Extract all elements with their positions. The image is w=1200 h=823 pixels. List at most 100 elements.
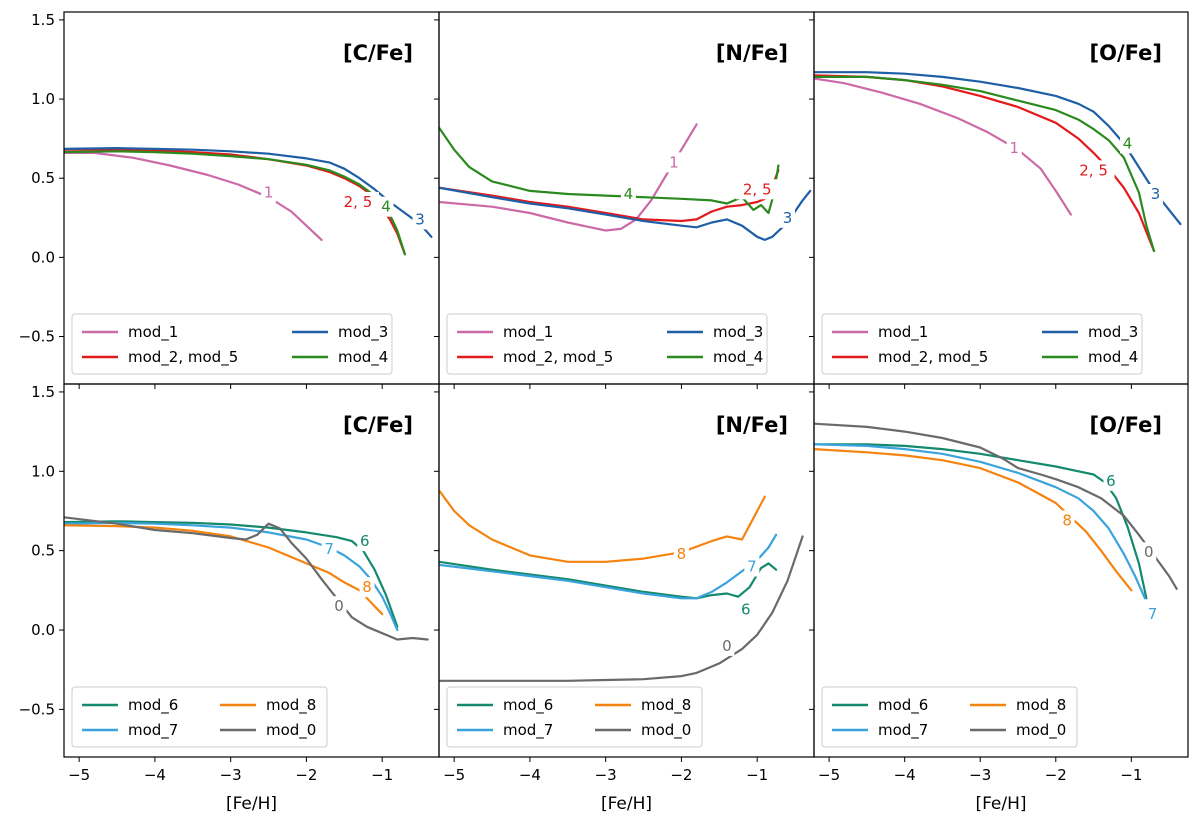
legend-label-mod_4: mod_4	[1088, 348, 1138, 367]
series-label-mod_1: 1	[1009, 139, 1019, 157]
legend-label-mod_2: mod_2, mod_5	[503, 348, 613, 367]
series-label-mod_2: 2, 5	[743, 180, 772, 198]
series-label-bg	[620, 184, 636, 205]
series-label-bg	[666, 152, 682, 173]
series-label-bg	[378, 196, 394, 217]
legend-label-mod_6: mod_6	[503, 696, 553, 715]
series-label-bg	[779, 207, 795, 228]
series-line-mod_6	[439, 560, 778, 600]
series-label-mod_4: 4	[381, 198, 391, 216]
series-label-mod_1: 1	[264, 183, 274, 201]
legend-label-mod_2: mod_2, mod_5	[128, 348, 238, 367]
panel-0-1: 1 2, 5 3 4 [N/Fe] mod_1 mod_2, mod_5 mod_3 mod_4	[434, 11, 815, 389]
series-line-mod_0	[439, 535, 804, 682]
panel-1-0: 6 7 80 [C/Fe] −5 −4 −3 −2 −1 −0.5 0.0 0.5 1.0 1.5 [Fe/…	[19, 383, 440, 814]
x-tick-label: −3	[595, 766, 617, 784]
series-label-mod_1: 1	[669, 153, 679, 171]
y-tick-label: 0.5	[31, 169, 55, 187]
series-line-mod_6	[814, 443, 1148, 600]
legend: mod_1 mod_2, mod_5 mod_3 mod_4	[821, 313, 1143, 375]
series-label-bg	[357, 531, 373, 552]
series-line-mod_7	[814, 443, 1146, 600]
legend-label-mod_3: mod_3	[713, 323, 763, 342]
series-label-bg	[1103, 470, 1119, 491]
legend: mod_6 mod_7 mod_8 mod_0	[71, 686, 328, 748]
legend-label-mod_7: mod_7	[878, 721, 928, 740]
legend-label-mod_2: mod_2, mod_5	[878, 348, 988, 367]
series-label-mod_7: 7	[1148, 605, 1158, 623]
y-tick-label: 1.5	[31, 11, 55, 29]
x-tick-label: −4	[894, 766, 916, 784]
series-line-mod_8	[814, 448, 1133, 592]
series-label-bg	[336, 191, 379, 212]
y-tick-label: 1.0	[31, 462, 55, 480]
x-tick-label: −2	[1045, 766, 1067, 784]
series-label-bg	[321, 539, 337, 560]
y-tick-label: −0.5	[19, 700, 55, 718]
x-tick-label: −5	[818, 766, 840, 784]
series-group: 1 2, 5 3 4	[439, 123, 812, 241]
panel-title: [N/Fe]	[716, 413, 788, 437]
series-line-mod_3	[64, 147, 433, 238]
legend-frame	[446, 313, 768, 375]
legend: mod_1 mod_2, mod_5 mod_3 mod_4	[446, 313, 768, 375]
x-tick-label: −2	[670, 766, 692, 784]
series-label-mod_2: 2, 5	[344, 193, 373, 211]
panel-title: [C/Fe]	[343, 413, 413, 437]
series-label-mod_4: 4	[1123, 134, 1133, 152]
series-line-mod_3	[439, 186, 812, 241]
series-line-mod_7	[64, 521, 399, 632]
legend-label-mod_4: mod_4	[338, 348, 388, 367]
series-label-mod_0: 0	[1144, 543, 1154, 561]
y-tick-label: 1.0	[31, 90, 55, 108]
legend-label-mod_1: mod_1	[128, 323, 178, 342]
legend: mod_6 mod_7 mod_8 mod_0	[446, 686, 703, 748]
series-label-bg	[261, 182, 277, 203]
series-label-mod_3: 3	[415, 210, 425, 228]
y-tick-label: 0.0	[31, 621, 55, 639]
series-group: 1 2, 5 3 4	[814, 71, 1182, 253]
series-label-mod_3: 3	[783, 209, 793, 227]
x-tick-label: −1	[746, 766, 768, 784]
panel-title: [O/Fe]	[1090, 413, 1162, 437]
legend-label-mod_6: mod_6	[128, 696, 178, 715]
x-tick-label: −1	[371, 766, 393, 784]
series-line-mod_7	[439, 533, 778, 600]
legend-label-mod_0: mod_0	[641, 721, 691, 740]
series-label-mod_2: 2, 5	[1079, 161, 1108, 179]
series-label-bg	[1148, 184, 1164, 205]
series-label-mod_7: 7	[747, 558, 757, 576]
series-label-mod_6: 6	[741, 600, 751, 618]
legend-frame	[821, 686, 1078, 748]
series-group: 1 2, 5 3 4	[64, 147, 433, 256]
legend: mod_6 mod_7 mod_8 mod_0	[821, 686, 1078, 748]
x-axis-label: [Fe/H]	[601, 794, 652, 814]
series-label-mod_0: 0	[334, 597, 344, 615]
y-tick-label: 1.5	[31, 383, 55, 401]
x-tick-label: −1	[1120, 766, 1142, 784]
legend-label-mod_4: mod_4	[713, 348, 763, 367]
legend-label-mod_3: mod_3	[1088, 323, 1138, 342]
panel-title: [N/Fe]	[716, 41, 788, 65]
panel-0-2: 1 2, 5 3 4 [O/Fe] mod_1 mod_2, mod_5 mod_3 mod_4	[809, 11, 1189, 389]
legend-frame	[71, 686, 328, 748]
series-label-bg	[1120, 133, 1136, 154]
series-label-mod_7: 7	[324, 540, 334, 558]
panel-title: [O/Fe]	[1090, 41, 1162, 65]
series-line-mod_4	[439, 126, 780, 215]
panel-frame	[813, 383, 1189, 758]
series-label-mod_6: 6	[1106, 472, 1116, 490]
x-tick-label: −5	[68, 766, 90, 784]
series-label-bg	[1141, 542, 1157, 563]
legend-label-mod_7: mod_7	[128, 721, 178, 740]
series-line-mod_1	[439, 123, 698, 232]
legend-frame	[71, 313, 393, 375]
series-label-bg	[738, 599, 754, 620]
legend-label-mod_0: mod_0	[266, 721, 316, 740]
series-label-bg	[1006, 138, 1022, 159]
